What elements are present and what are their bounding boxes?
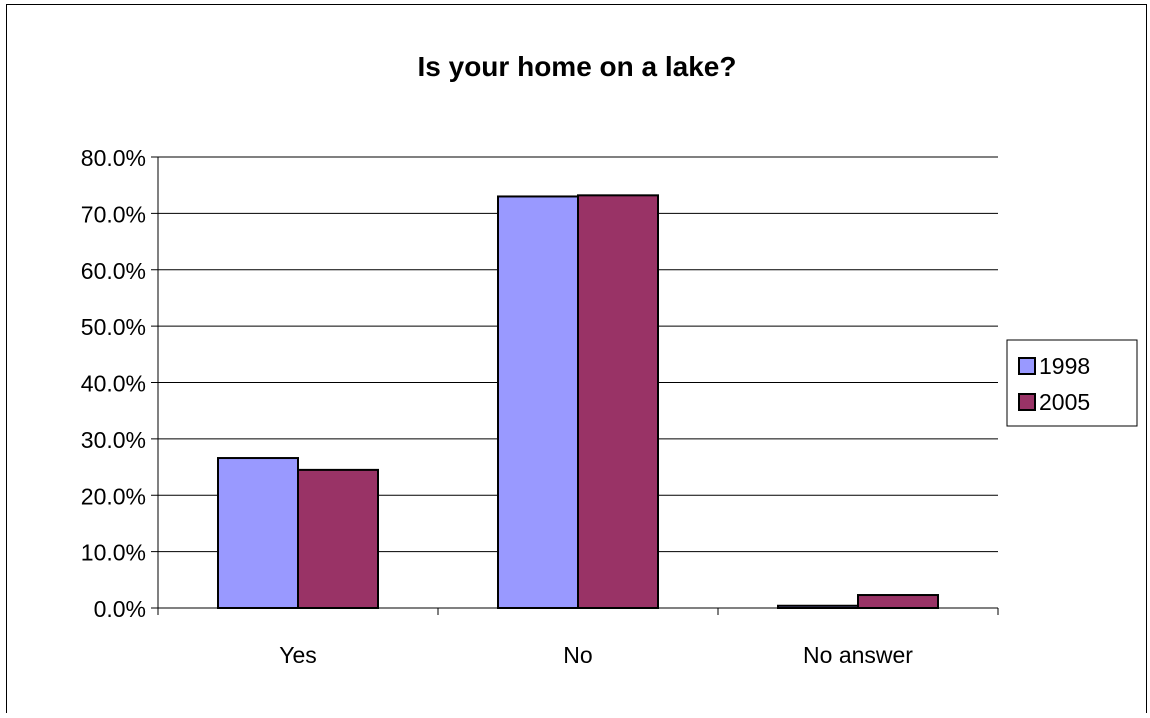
chart-title: Is your home on a lake? [418,51,737,82]
bar-2005-no [577,194,659,610]
y-tick-label: 0.0% [94,596,146,622]
bars [217,194,939,610]
legend-box [1006,339,1138,427]
legend-label: 2005 [1039,389,1090,415]
y-tick-label: 80.0% [81,145,146,171]
y-tick-labels: 0.0% 10.0% 20.0% 30.0% 40.0% 50.0% 60.0% 70.0% 8… [81,145,146,622]
x-tick-labels: Yes No No answer [279,642,913,668]
y-tick-label: 20.0% [81,483,146,509]
y-tick-label: 30.0% [81,427,146,453]
bar-1998-yes [217,457,299,610]
legend-swatch-2005 [1018,393,1036,411]
bar-2005-no-answer [857,594,939,610]
legend-swatch-1998 [1018,357,1036,375]
legend-label: 1998 [1039,353,1090,379]
x-tick-label: Yes [279,642,317,668]
y-tick-label: 40.0% [81,371,146,397]
y-tick-label: 70.0% [81,201,146,227]
x-tick-label: No [563,642,592,668]
y-tick-label: 60.0% [81,258,146,284]
bar-1998-no [497,195,579,609]
legend: 1998 2005 [1006,339,1138,427]
x-tick-label: No answer [803,642,913,668]
bar-2005-yes [297,468,379,609]
y-tick-label: 50.0% [81,314,146,340]
axes [151,156,999,615]
y-tick-label: 10.0% [81,540,146,566]
